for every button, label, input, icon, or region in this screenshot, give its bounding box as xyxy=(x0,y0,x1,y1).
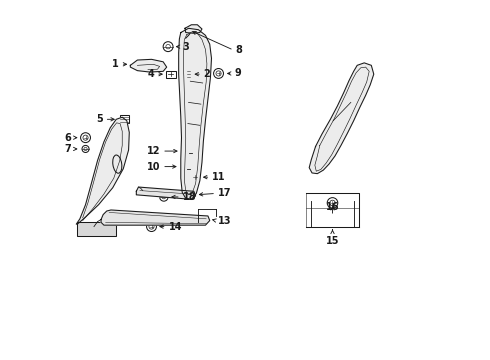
Text: 6: 6 xyxy=(64,133,71,143)
Polygon shape xyxy=(309,63,374,174)
Text: 1: 1 xyxy=(112,59,119,69)
Text: 17: 17 xyxy=(218,188,231,198)
Bar xyxy=(77,222,116,237)
Bar xyxy=(120,116,129,123)
Polygon shape xyxy=(76,117,129,224)
Polygon shape xyxy=(179,28,212,199)
Text: 9: 9 xyxy=(234,68,241,78)
Text: 12: 12 xyxy=(147,146,160,156)
Polygon shape xyxy=(185,25,202,33)
Text: 5: 5 xyxy=(96,114,103,124)
Text: 2: 2 xyxy=(204,69,211,79)
Text: 13: 13 xyxy=(218,216,231,226)
Text: 7: 7 xyxy=(64,144,71,154)
Bar xyxy=(166,71,176,78)
Text: 16: 16 xyxy=(326,202,339,212)
Polygon shape xyxy=(130,59,167,72)
Text: 8: 8 xyxy=(236,45,243,55)
Polygon shape xyxy=(101,210,210,225)
Bar xyxy=(187,68,190,80)
Text: 15: 15 xyxy=(326,237,339,247)
Text: 14: 14 xyxy=(169,221,182,231)
Text: 18: 18 xyxy=(183,192,196,202)
Text: 11: 11 xyxy=(212,172,226,182)
Polygon shape xyxy=(136,187,196,199)
Text: 4: 4 xyxy=(147,69,154,79)
Text: 3: 3 xyxy=(183,42,189,51)
Text: 10: 10 xyxy=(147,162,160,172)
